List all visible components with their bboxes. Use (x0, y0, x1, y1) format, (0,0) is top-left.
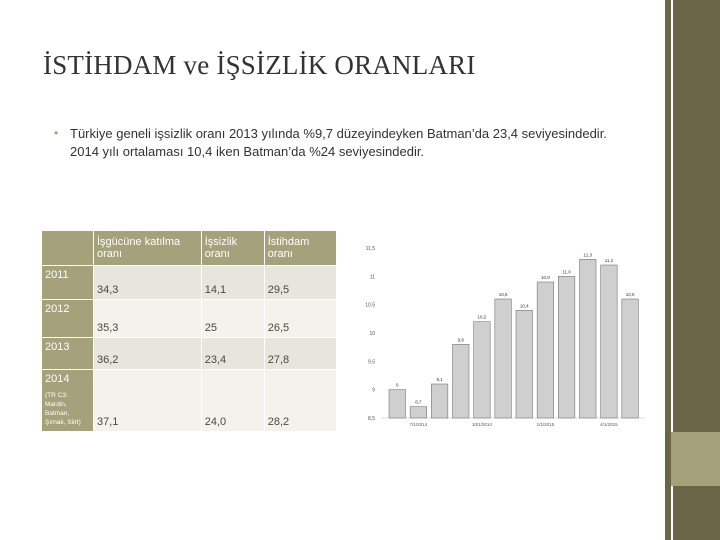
chart-bar (473, 321, 491, 419)
slide-title: İSTİHDAM ve İŞSİZLİK ORANLARI (43, 50, 476, 80)
table-header-unemployment: İşsizlik oranı (200, 230, 265, 266)
bullet-item: • Türkiye geneli işsizlik oranı 2013 yıl… (54, 125, 614, 161)
year-cell: 2014 (TR C3: Mardin, Batman, Şırnak, Sii… (41, 369, 94, 432)
participation-cell: 35,3 (93, 299, 202, 338)
chart-svg: 8,5 9 9,5 10 10,5 11 11,5 9 8,7 9,1 9,8 10,2 10,6 10,… (365, 246, 645, 427)
y-tick-label: 9,5 (368, 359, 375, 365)
bar-value-label: 9,8 (458, 337, 465, 342)
x-tick-label: 1/1/2015 (537, 422, 555, 427)
chart-bar (409, 406, 427, 419)
chart-bar (600, 264, 618, 419)
chart-bar (452, 344, 470, 419)
bar-value-label: 9,1 (436, 377, 443, 382)
unemployment-bar-chart: 8,5 9 9,5 10 10,5 11 11,5 9 8,7 9,1 9,8 10,2 10,6 10,… (355, 236, 655, 438)
sidebar-accent-block (671, 432, 720, 486)
chart-bar (388, 389, 406, 419)
employment-cell: 28,2 (263, 369, 338, 432)
unemployment-cell: 14,1 (200, 265, 265, 300)
chart-bar (621, 298, 639, 419)
chart-bar (515, 310, 533, 419)
y-tick-label: 10,5 (365, 303, 375, 309)
unemployment-cell: 25 (200, 299, 265, 338)
table-row: 2014 (TR C3: Mardin, Batman, Şırnak, Sii… (41, 369, 338, 432)
table-header-corner (41, 230, 94, 266)
year-cell: 2012 (41, 299, 94, 338)
employment-cell: 26,5 (263, 299, 338, 338)
region-note: (TR C3: Mardin, Batman, Şırnak, Siirt) (45, 392, 81, 426)
participation-cell: 37,1 (93, 369, 202, 432)
table-header-participation: İşgücüne katılma oranı (93, 230, 202, 266)
employment-cell: 29,5 (263, 265, 338, 300)
unemployment-cell: 24,0 (200, 369, 265, 432)
table-row: 2012 35,3 25 26,5 (41, 299, 338, 338)
bar-value-label: 11,0 (562, 269, 571, 274)
year-cell: 2013 (41, 337, 94, 370)
bar-value-label: 10,9 (541, 275, 550, 280)
bar-value-label: 11,2 (605, 258, 614, 263)
chart-bar (431, 383, 449, 419)
y-tick-label: 8,5 (368, 416, 375, 422)
employment-table: İşgücüne katılma oranı İşsizlik oranı İs… (41, 230, 338, 432)
chart-bar (579, 259, 597, 419)
chart-bar (494, 298, 512, 419)
participation-cell: 36,2 (93, 337, 202, 370)
bar-value-label: 8,7 (415, 400, 422, 405)
unemployment-cell: 23,4 (200, 337, 265, 370)
x-tick-label: 10/1/2014 (472, 422, 493, 427)
bar-value-label: 10,4 (520, 303, 529, 308)
y-tick-label: 10 (369, 331, 375, 337)
bar-value-label: 10,6 (626, 292, 635, 297)
table-row: 2011 34,3 14,1 29,5 (41, 265, 338, 300)
bar-value-label: 9 (396, 383, 399, 388)
bar-value-label: 11,3 (584, 252, 593, 257)
bar-value-label: 10,6 (499, 292, 508, 297)
table-row: 2013 36,2 23,4 27,8 (41, 337, 338, 370)
chart-bar (536, 281, 554, 419)
y-tick-label: 11 (370, 274, 375, 280)
table-header-row: İşgücüne katılma oranı İşsizlik oranı İs… (41, 230, 338, 266)
bullet-text: Türkiye geneli işsizlik oranı 2013 yılın… (70, 126, 607, 159)
sidebar-divider (671, 0, 673, 540)
year-label: 2014 (45, 373, 70, 385)
year-cell: 2011 (41, 265, 94, 300)
chart-bar (558, 276, 576, 419)
y-tick-label: 11,5 (366, 246, 376, 252)
participation-cell: 34,3 (93, 265, 202, 300)
bar-value-label: 10,2 (478, 315, 487, 320)
employment-cell: 27,8 (263, 337, 338, 370)
x-tick-label: 7/1/2014 (410, 422, 428, 427)
x-tick-label: 4/1/2015 (600, 422, 618, 427)
table-header-employment: İstihdam oranı (263, 230, 338, 266)
y-tick-label: 9 (372, 388, 375, 394)
bullet-dot-icon: • (54, 126, 59, 140)
